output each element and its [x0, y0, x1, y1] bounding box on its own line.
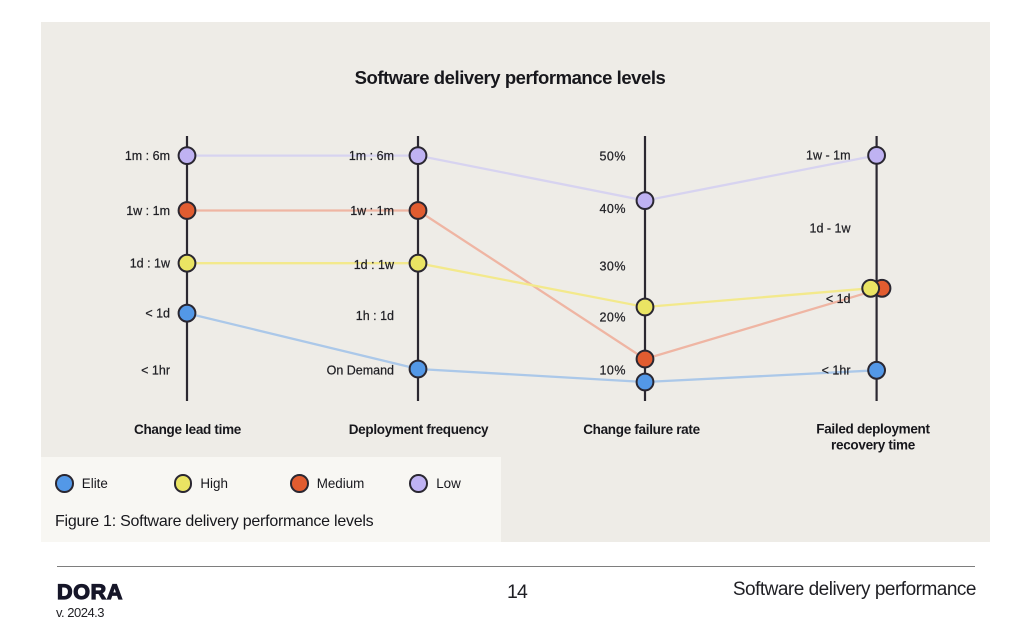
svg-text:1m : 6m: 1m : 6m: [349, 149, 394, 163]
svg-text:Deployment frequency: Deployment frequency: [349, 422, 489, 437]
svg-text:1h : 1d: 1h : 1d: [356, 309, 394, 323]
svg-text:1w - 1m: 1w - 1m: [806, 149, 850, 163]
svg-text:1d - 1w: 1d - 1w: [810, 221, 852, 235]
svg-text:20%: 20%: [599, 310, 626, 324]
svg-text:< 1hr: < 1hr: [141, 363, 170, 377]
svg-text:Failed deployment: Failed deployment: [816, 422, 930, 437]
svg-text:Change lead time: Change lead time: [134, 422, 242, 437]
svg-text:< 1d: < 1d: [826, 292, 851, 306]
svg-text:1d : 1w: 1d : 1w: [130, 257, 171, 271]
svg-text:40%: 40%: [599, 202, 626, 216]
svg-text:1w : 1m: 1w : 1m: [126, 204, 170, 218]
svg-text:50%: 50%: [599, 150, 626, 164]
svg-text:10%: 10%: [599, 364, 626, 378]
svg-text:1m : 6m: 1m : 6m: [125, 149, 170, 163]
svg-text:1w : 1m: 1w : 1m: [350, 204, 394, 218]
svg-text:30%: 30%: [599, 259, 626, 273]
svg-text:recovery time: recovery time: [831, 438, 916, 453]
svg-text:1d : 1w: 1d : 1w: [354, 258, 395, 272]
svg-text:On Demand: On Demand: [327, 363, 394, 377]
svg-text:< 1hr: < 1hr: [822, 364, 851, 378]
svg-text:Change failure rate: Change failure rate: [583, 422, 700, 437]
svg-text:< 1d: < 1d: [145, 307, 170, 321]
